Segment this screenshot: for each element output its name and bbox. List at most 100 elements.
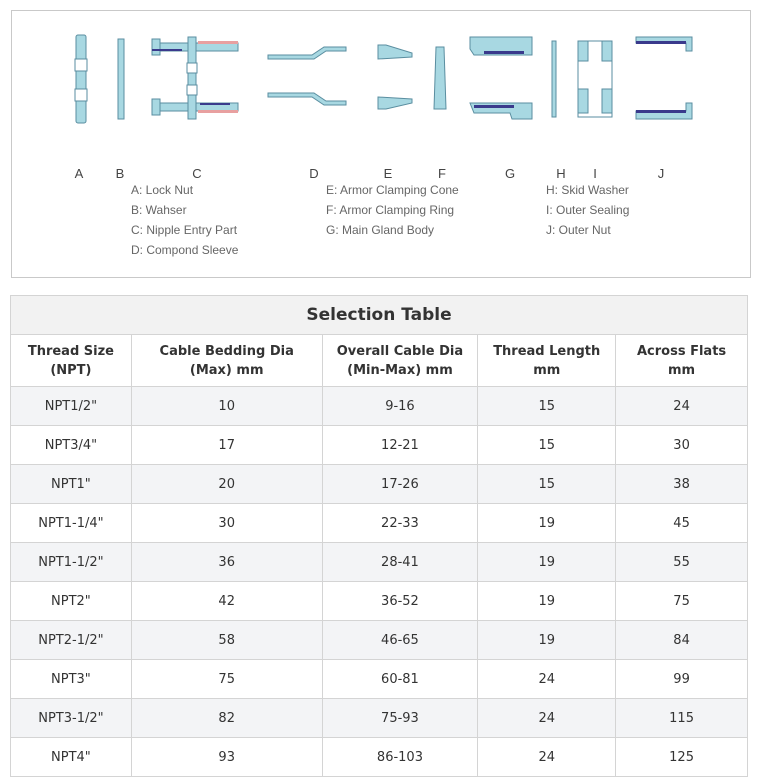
legend-item: D: Compond Sleeve (131, 243, 239, 257)
cell-thread-size: NPT1-1/2" (10, 542, 132, 582)
cell-across-flats: 115 (615, 698, 748, 738)
table-row: NPT3/4" 17 12-21 15 30 (10, 425, 748, 465)
cell-thread-size: NPT1-1/4" (10, 503, 132, 543)
table-row: NPT1-1/4" 30 22-33 19 45 (10, 503, 748, 543)
cell-thread-length: 24 (477, 698, 617, 738)
part-letter-i: I (593, 166, 597, 181)
cell-thread-size: NPT3-1/2" (10, 698, 132, 738)
legend-item: J: Outer Nut (546, 223, 611, 237)
cell-thread-length: 15 (477, 425, 617, 465)
cell-cable-bedding-dia: 30 (130, 503, 323, 543)
cell-thread-size: NPT2" (10, 581, 132, 621)
cell-thread-length: 15 (477, 386, 617, 426)
cell-across-flats: 45 (615, 503, 748, 543)
cell-thread-length: 19 (477, 620, 617, 660)
table-row: NPT1" 20 17-26 15 38 (10, 464, 748, 504)
cell-thread-length: 24 (477, 737, 617, 777)
legend-item: A: Lock Nut (131, 183, 194, 197)
cell-across-flats: 30 (615, 425, 748, 465)
part-letter-b: B (115, 166, 125, 181)
cell-thread-length: 19 (477, 503, 617, 543)
legend-item: F: Armor Clamping Ring (326, 203, 455, 217)
cell-thread-length: 19 (477, 542, 617, 582)
column-header-across-flats: Across Flats mm (615, 334, 748, 387)
part-c-nipple-entry (151, 36, 239, 120)
table-row: NPT2-1/2" 58 46-65 19 84 (10, 620, 748, 660)
cell-thread-size: NPT4" (10, 737, 132, 777)
table-row: NPT3-1/2" 82 75-93 24 115 (10, 698, 748, 738)
column-header-thread-length: Thread Length mm (477, 334, 617, 387)
legend-item: H: Skid Washer (546, 183, 629, 197)
cell-across-flats: 84 (615, 620, 748, 660)
cell-across-flats: 99 (615, 659, 748, 699)
cell-cable-bedding-dia: 17 (130, 425, 323, 465)
parts-drawing (74, 34, 693, 124)
cell-thread-size: NPT3" (10, 659, 132, 699)
cell-thread-size: NPT2-1/2" (10, 620, 132, 660)
part-d-compound-sleeve (267, 46, 347, 106)
cell-overall-cable-dia: 9-16 (321, 386, 479, 426)
cell-overall-cable-dia: 12-21 (321, 425, 479, 465)
legend-item: G: Main Gland Body (326, 223, 435, 237)
table-row: NPT2" 42 36-52 19 75 (10, 581, 748, 621)
legend-item: E: Armor Clamping Cone (326, 183, 459, 197)
cell-thread-length: 15 (477, 464, 617, 504)
cell-cable-bedding-dia: 93 (130, 737, 323, 777)
cell-overall-cable-dia: 28-41 (321, 542, 479, 582)
part-letter-f: F (438, 166, 446, 181)
cell-overall-cable-dia: 46-65 (321, 620, 479, 660)
legend-item: I: Outer Sealing (546, 203, 630, 217)
table-row: NPT4" 93 86-103 24 125 (10, 737, 748, 777)
table-row: NPT1-1/2" 36 28-41 19 55 (10, 542, 748, 582)
exploded-parts-diagram: A B C D E F G H I J A: Lock Nut B: Wahse… (11, 10, 751, 278)
part-a-lock-nut (74, 34, 88, 124)
cell-cable-bedding-dia: 42 (130, 581, 323, 621)
part-letter-d: D (309, 166, 319, 181)
column-header-overall-cable-dia: Overall Cable Dia (Min-Max) mm (321, 334, 479, 387)
part-f-armor-clamping-ring (433, 46, 447, 110)
cell-overall-cable-dia: 60-81 (321, 659, 479, 699)
cell-thread-length: 24 (477, 659, 617, 699)
part-j-outer-nut (635, 36, 693, 120)
part-letter-j: J (657, 166, 665, 181)
table-header-row: Thread Size (NPT) Cable Bedding Dia (Max) … (10, 334, 748, 387)
part-b-washer (117, 38, 125, 120)
part-letter-e: E (383, 166, 393, 181)
part-letter-a: A (74, 166, 84, 181)
legend-item: B: Wahser (131, 203, 187, 217)
part-g-main-gland-body (469, 36, 533, 120)
cell-cable-bedding-dia: 58 (130, 620, 323, 660)
cell-cable-bedding-dia: 82 (130, 698, 323, 738)
legend-item: C: Nipple Entry Part (131, 223, 238, 237)
cell-across-flats: 24 (615, 386, 748, 426)
cell-cable-bedding-dia: 36 (130, 542, 323, 582)
table-title: Selection Table (10, 295, 748, 335)
column-header-thread-size: Thread Size (NPT) (10, 334, 132, 387)
part-e-armor-clamping-cone (377, 44, 413, 110)
cell-thread-size: NPT3/4" (10, 425, 132, 465)
cell-across-flats: 125 (615, 737, 748, 777)
cell-across-flats: 75 (615, 581, 748, 621)
cell-cable-bedding-dia: 75 (130, 659, 323, 699)
cell-across-flats: 38 (615, 464, 748, 504)
part-letter-g: G (504, 166, 516, 181)
cell-thread-size: NPT1/2" (10, 386, 132, 426)
table-row: NPT1/2" 10 9-16 15 24 (10, 386, 748, 426)
column-header-cable-bedding-dia: Cable Bedding Dia (Max) mm (130, 334, 323, 387)
cell-overall-cable-dia: 75-93 (321, 698, 479, 738)
selection-table: Selection Table Thread Size (NPT) Cable B… (10, 295, 748, 777)
cell-overall-cable-dia: 86-103 (321, 737, 479, 777)
cell-across-flats: 55 (615, 542, 748, 582)
cell-cable-bedding-dia: 20 (130, 464, 323, 504)
cell-thread-size: NPT1" (10, 464, 132, 504)
part-letter-c: C (192, 166, 202, 181)
cell-overall-cable-dia: 36-52 (321, 581, 479, 621)
part-h-skid-washer (551, 40, 557, 118)
cell-cable-bedding-dia: 10 (130, 386, 323, 426)
cell-thread-length: 19 (477, 581, 617, 621)
part-letter-h: H (556, 166, 566, 181)
part-i-outer-sealing (577, 40, 613, 118)
cell-overall-cable-dia: 22-33 (321, 503, 479, 543)
cell-overall-cable-dia: 17-26 (321, 464, 479, 504)
table-row: NPT3" 75 60-81 24 99 (10, 659, 748, 699)
